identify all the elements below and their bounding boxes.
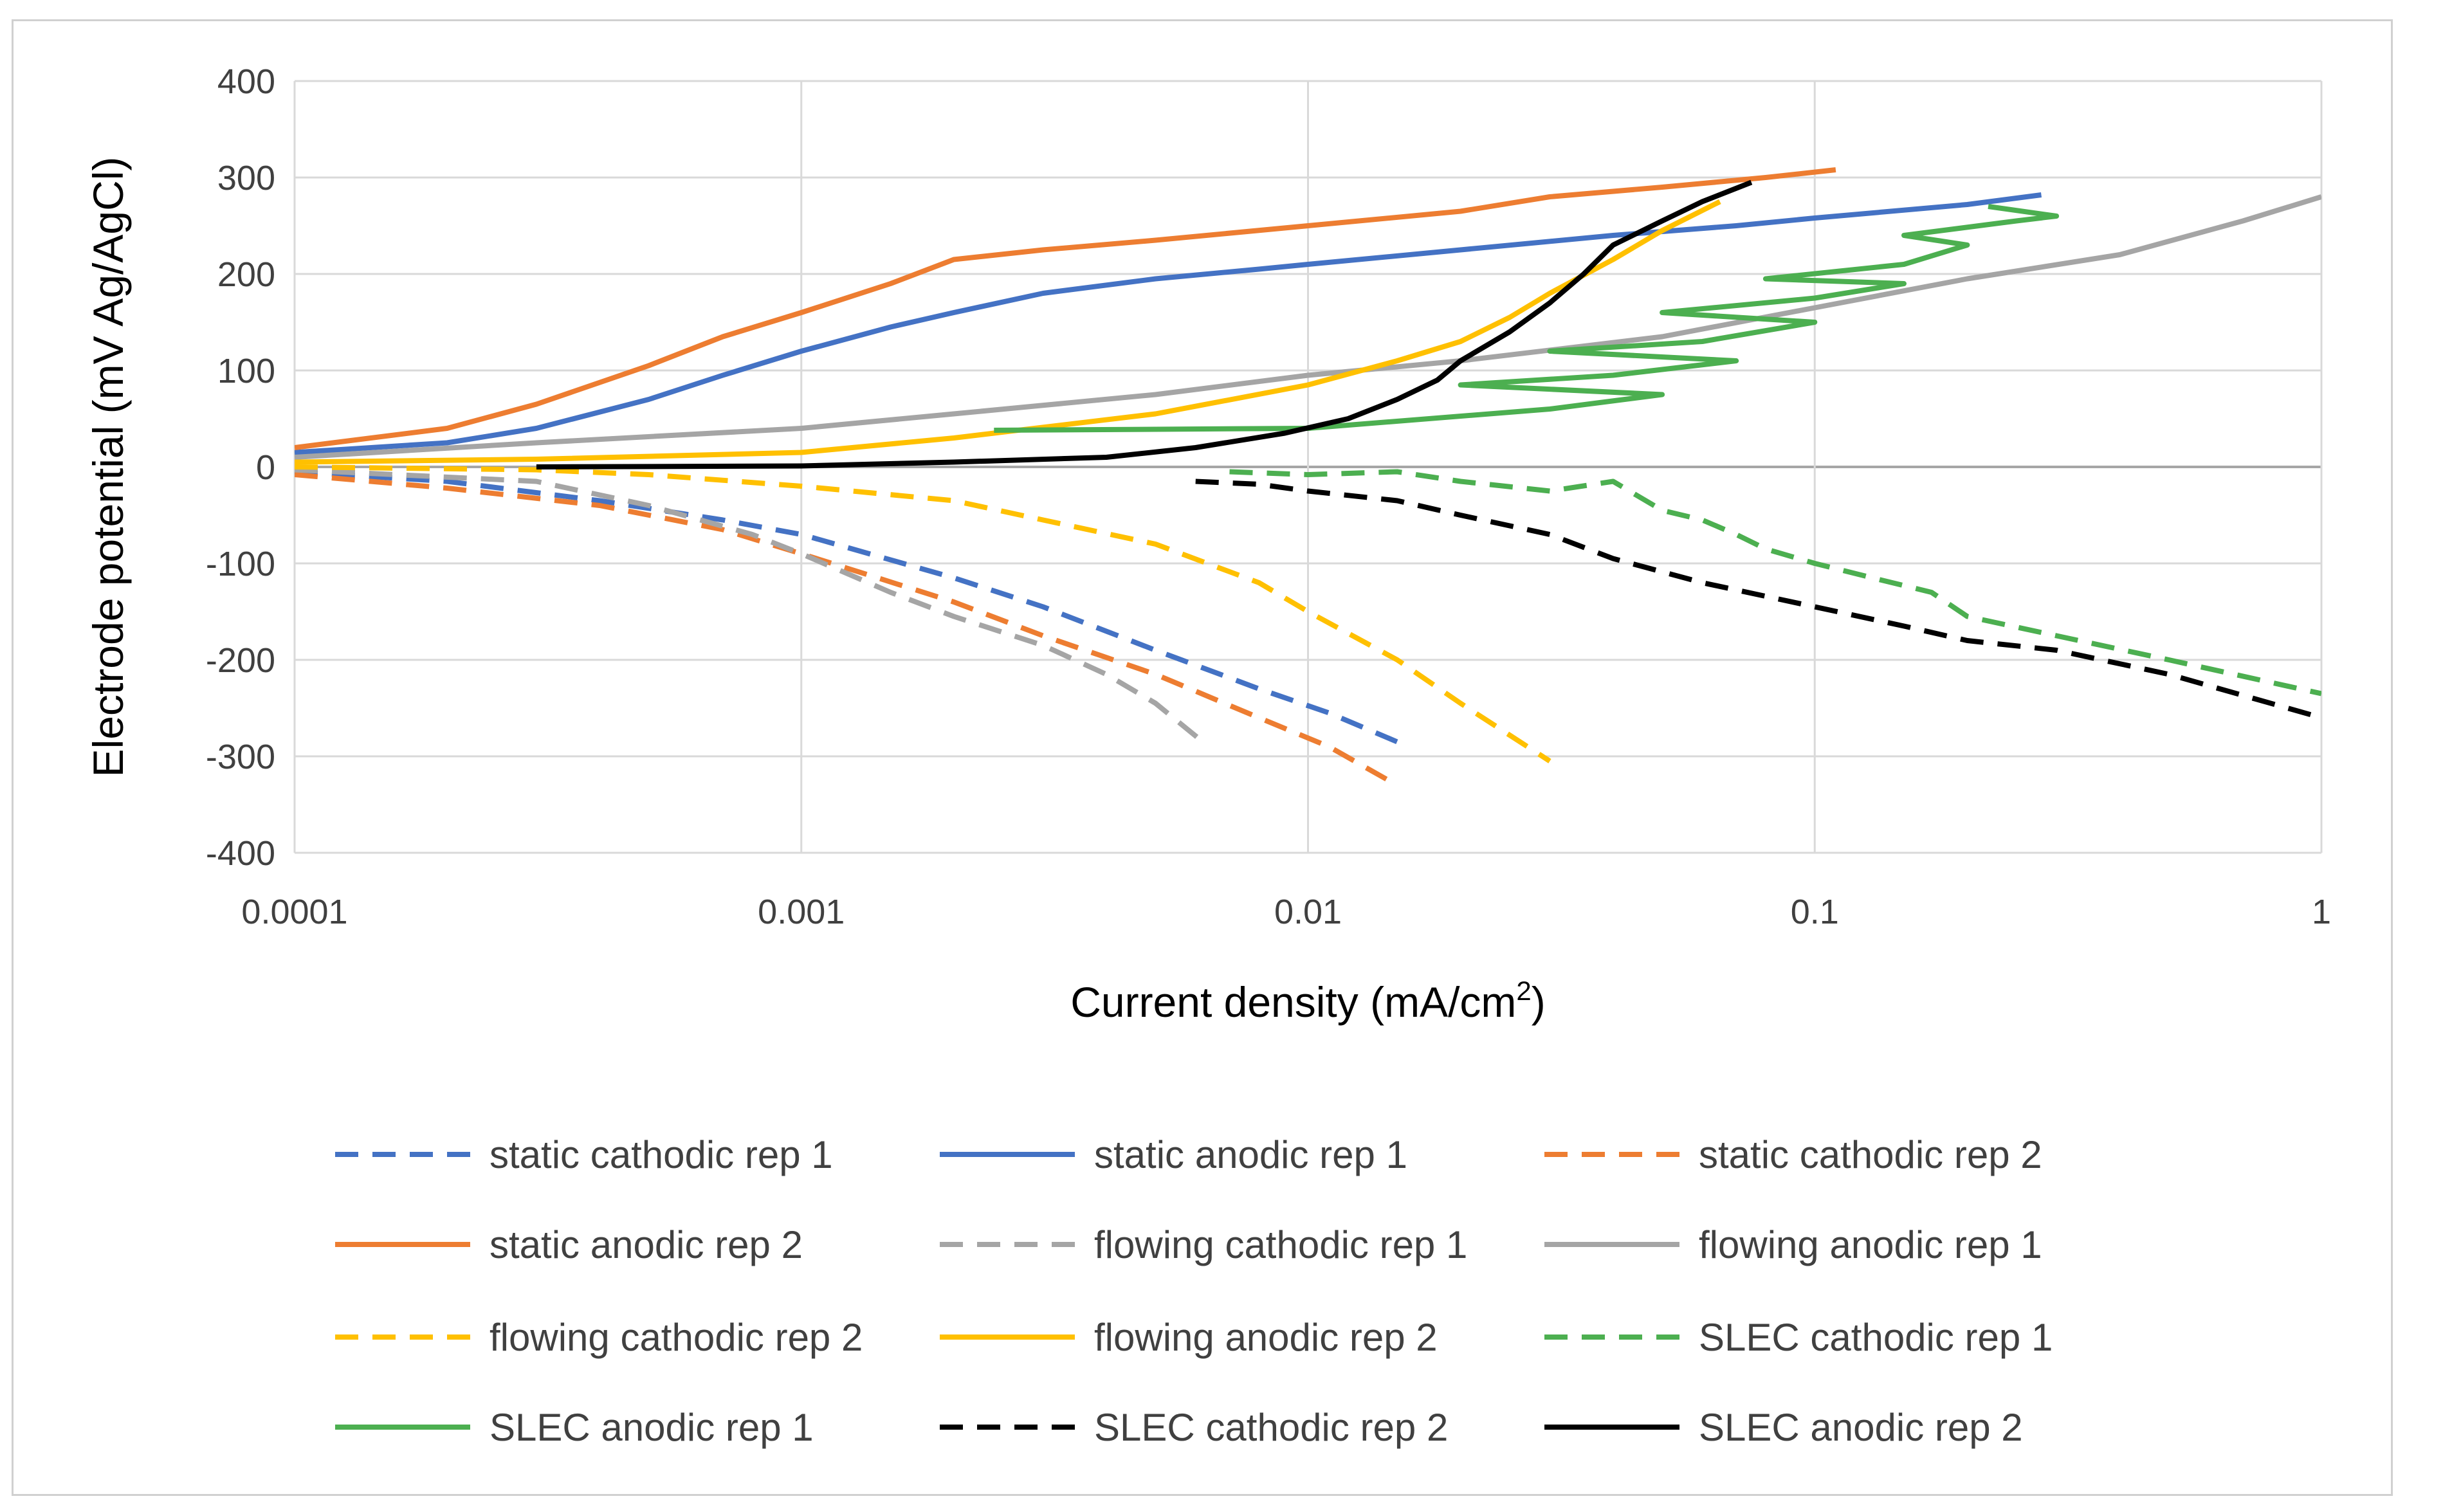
legend-label: SLEC cathodic rep 1	[1699, 1316, 2053, 1359]
chart-svg: -400 -300 -200 -100 0 100 200 300 400 0.0001 0.001…	[84, 62, 2331, 1449]
series-line-flowing-cathodic-rep-2	[295, 464, 1551, 763]
x-tick-label: 0.1	[1791, 893, 1839, 931]
y-tick-label: 400	[217, 62, 275, 101]
series-line-static-anodic-rep-1	[295, 192, 2042, 455]
legend-label: flowing anodic rep 2	[1094, 1316, 1438, 1359]
legend-label: SLEC anodic rep 1	[489, 1406, 814, 1449]
legend-label: flowing cathodic rep 1	[1094, 1223, 1467, 1266]
series-line-static-cathodic-rep-1	[295, 469, 1398, 745]
y-tick-label: -100	[206, 545, 275, 583]
x-axis-title: Current density (mA/cm2)	[1070, 976, 1546, 1026]
legend-label: static anodic rep 2	[489, 1223, 803, 1266]
legend-label: static anodic rep 1	[1094, 1133, 1407, 1176]
legend-label: static cathodic rep 1	[489, 1133, 833, 1176]
series-line-flowing-anodic-rep-2	[295, 199, 1721, 465]
x-tick-label: 1	[2312, 893, 2331, 931]
legend-label: static cathodic rep 2	[1699, 1133, 2042, 1176]
series-layer	[295, 167, 2321, 788]
legend-label: flowing cathodic rep 2	[489, 1316, 863, 1359]
x-tick-label: 0.001	[758, 893, 845, 931]
chart-frame: -400 -300 -200 -100 0 100 200 300 400 0.0001 0.001…	[12, 19, 2393, 1496]
axis-layer: -400 -300 -200 -100 0 100 200 300 400 0.0001 0.001…	[84, 62, 2331, 1026]
y-tick-label: -200	[206, 641, 275, 680]
series-line-static-cathodic-rep-2	[295, 472, 1399, 788]
series-line-flowing-cathodic-rep-1	[295, 467, 1205, 744]
y-tick-label: 0	[256, 448, 275, 487]
series-line-slec-cathodic-rep-1	[1229, 469, 2321, 697]
legend-label: SLEC anodic rep 2	[1699, 1406, 2023, 1449]
x-tick-label: 0.0001	[241, 893, 347, 931]
legend-layer: static cathodic rep 1 static anodic rep 1…	[335, 1133, 2053, 1449]
y-tick-label: 200	[217, 255, 275, 294]
y-tick-label: 300	[217, 159, 275, 197]
series-line-static-anodic-rep-2	[295, 167, 1836, 450]
legend-label: flowing anodic rep 1	[1699, 1223, 2042, 1266]
x-tick-label: 0.01	[1274, 893, 1342, 931]
y-tick-label: -400	[206, 834, 275, 873]
series-line-slec-anodic-rep-1	[994, 204, 2060, 433]
y-tick-label: -300	[206, 738, 275, 776]
y-axis-title: Electrode potential (mV Ag/AgCl)	[84, 157, 132, 778]
legend-label: SLEC cathodic rep 2	[1094, 1406, 1448, 1449]
series-line-slec-anodic-rep-2	[536, 179, 1753, 469]
y-tick-label: 100	[217, 352, 275, 390]
series-line-slec-cathodic-rep-2	[1195, 478, 2321, 720]
